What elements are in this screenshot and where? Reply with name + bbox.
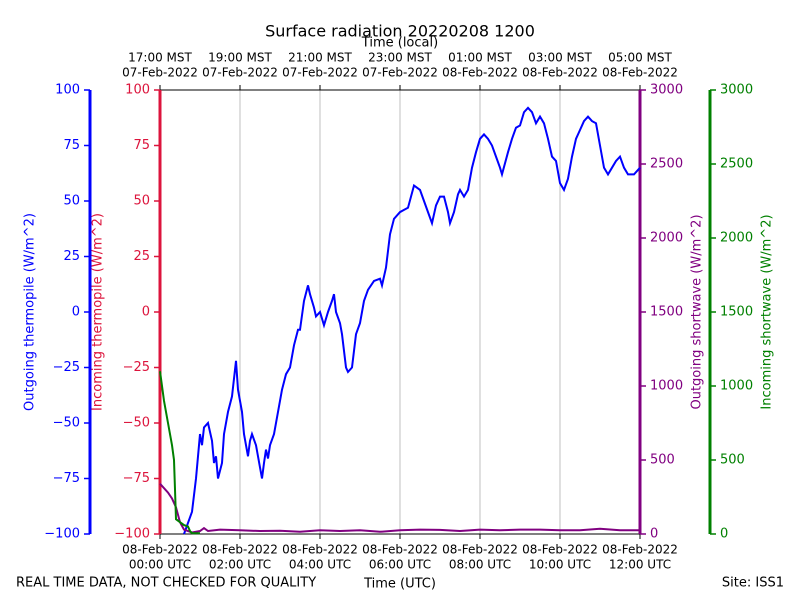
x-tick-label: 00:00 UTC: [129, 558, 191, 572]
y-tick-label: 2500: [650, 157, 683, 172]
x-tick-label: 08-Feb-2022: [202, 543, 278, 557]
y-tick-label: 0: [142, 305, 150, 320]
x2-tick-label: 07-Feb-2022: [282, 66, 358, 80]
x2-tick-label: 08-Feb-2022: [602, 66, 678, 80]
x2-tick-label: 07-Feb-2022: [202, 66, 278, 80]
x-tick-label: 08-Feb-2022: [602, 543, 678, 557]
x2-tick-label: 19:00 MST: [208, 51, 272, 65]
y-tick-label: 500: [720, 453, 745, 468]
x2-tick-label: 08-Feb-2022: [442, 66, 518, 80]
y-tick-label: 2000: [720, 231, 753, 246]
x-axis-label: Time (UTC): [363, 577, 436, 592]
y-tick-label: 1500: [650, 305, 683, 320]
x-tick-label: 08:00 UTC: [449, 558, 511, 572]
y-axis-label: Outgoing shortwave (W/m^2): [690, 214, 705, 409]
y-axis-label: Incoming shortwave (W/m^2): [760, 214, 775, 409]
y-tick-label: 0: [72, 305, 80, 320]
chart-title: Surface radiation 20220208 1200: [265, 22, 535, 41]
x-tick-label: 02:00 UTC: [209, 558, 271, 572]
y-tick-label: −75: [123, 471, 150, 486]
y-tick-label: 75: [133, 138, 150, 153]
y-tick-label: −25: [53, 360, 80, 375]
x-tick-label: 08-Feb-2022: [522, 543, 598, 557]
y-tick-label: 500: [650, 453, 675, 468]
x-tick-label: 08-Feb-2022: [442, 543, 518, 557]
x-tick-label: 10:00 UTC: [529, 558, 591, 572]
y-tick-label: 1500: [720, 305, 753, 320]
y-tick-label: 0: [650, 527, 658, 542]
site-label: Site: ISS1: [722, 576, 784, 591]
x2-tick-label: 01:00 MST: [448, 51, 512, 65]
y-tick-label: 100: [55, 83, 80, 98]
footer-note: REAL TIME DATA, NOT CHECKED FOR QUALITY: [16, 576, 316, 591]
y-tick-label: 100: [125, 83, 150, 98]
x-tick-label: 08-Feb-2022: [282, 543, 358, 557]
y-tick-label: −50: [53, 416, 80, 431]
x2-tick-label: 03:00 MST: [528, 51, 592, 65]
data-line: [183, 106, 641, 535]
y-tick-label: −75: [53, 471, 80, 486]
y-tick-label: 50: [63, 194, 80, 209]
y-tick-label: 2500: [720, 157, 753, 172]
x2-tick-label: 07-Feb-2022: [122, 66, 198, 80]
x-tick-label: 04:00 UTC: [289, 558, 351, 572]
y-tick-label: 50: [133, 194, 150, 209]
data-line: [159, 371, 200, 535]
x2-tick-label: 07-Feb-2022: [362, 66, 438, 80]
y-tick-label: 2000: [650, 231, 683, 246]
x-tick-label: 12:00 UTC: [609, 558, 671, 572]
x2-tick-label: 05:00 MST: [608, 51, 672, 65]
y-tick-label: −100: [114, 527, 150, 542]
y-tick-label: −50: [123, 416, 150, 431]
x2-tick-label: 17:00 MST: [128, 51, 192, 65]
y-axis-label: Outgoing thermopile (W/m^2): [23, 213, 38, 411]
data-line: [159, 483, 640, 534]
y-tick-label: 3000: [650, 83, 683, 98]
y-tick-label: −100: [44, 527, 80, 542]
x2-tick-label: 08-Feb-2022: [522, 66, 598, 80]
x2-tick-label: 21:00 MST: [288, 51, 352, 65]
y-tick-label: −25: [123, 360, 150, 375]
y-tick-label: 25: [133, 249, 150, 264]
x-tick-label: 08-Feb-2022: [362, 543, 438, 557]
y-tick-label: 3000: [720, 83, 753, 98]
x2-tick-label: 23:00 MST: [368, 51, 432, 65]
x2-axis-label: Time (local): [361, 36, 438, 51]
y-tick-label: 1000: [650, 379, 683, 394]
y-tick-label: 1000: [720, 379, 753, 394]
x-tick-label: 06:00 UTC: [369, 558, 431, 572]
y-tick-label: 75: [63, 138, 80, 153]
y-tick-label: 0: [720, 527, 728, 542]
y-axis-label: Incoming thermopile (W/m^2): [91, 213, 106, 411]
y-tick-label: 25: [63, 249, 80, 264]
x-tick-label: 08-Feb-2022: [122, 543, 198, 557]
